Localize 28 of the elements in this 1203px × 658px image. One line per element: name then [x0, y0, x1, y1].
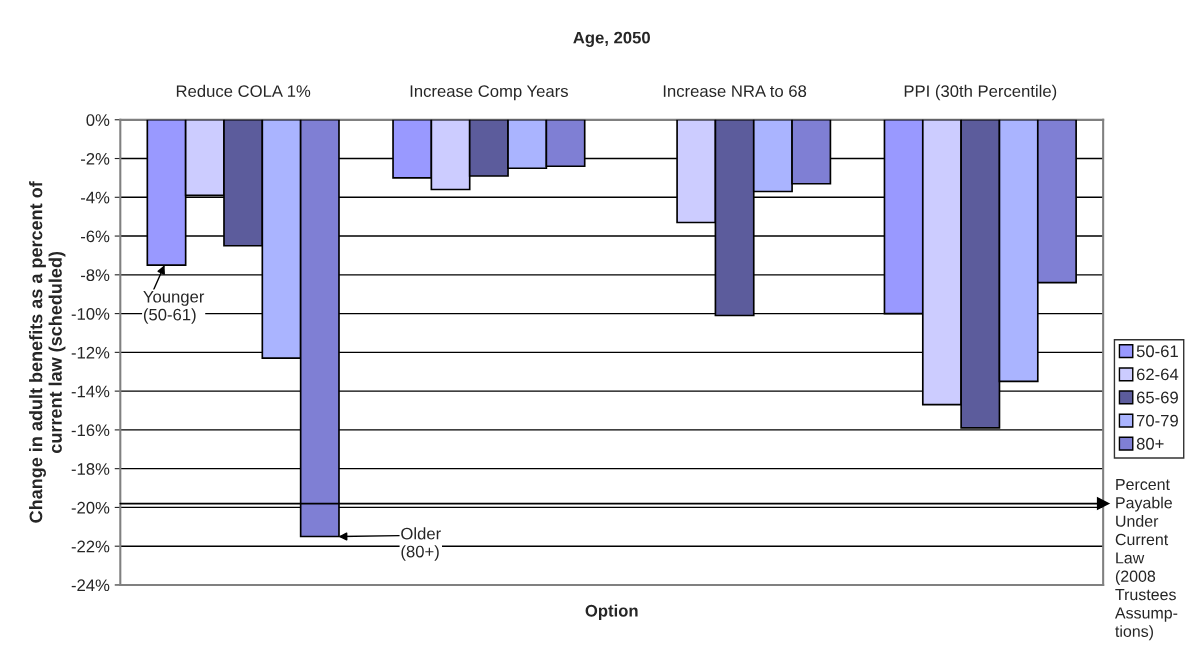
- y-tick-label: -24%: [71, 579, 110, 592]
- annotation: Older (80+): [401, 527, 441, 561]
- legend-label: 50-61: [1136, 345, 1178, 358]
- y-tick-label: -2%: [80, 152, 110, 165]
- legend-label: 70-79: [1136, 414, 1178, 427]
- y-tick-label: -18%: [71, 463, 110, 475]
- y-tick-label: -20%: [71, 501, 110, 514]
- y-tick-label: -4%: [80, 191, 110, 204]
- x-tick-label: Increase NRA to 68: [663, 85, 807, 98]
- legend-label: 80+: [1136, 437, 1164, 450]
- y-tick-label: -10%: [71, 307, 110, 320]
- y-tick-label: -8%: [80, 269, 110, 282]
- legend-label: 65-69: [1136, 391, 1178, 404]
- x-tick-label: Increase Comp Years: [410, 85, 568, 101]
- y-axis-title: Change in adult benefits as a percent of current law (scheduled): [29, 181, 66, 523]
- y-tick-label: -16%: [71, 424, 110, 437]
- text: Percent Payable Under Current Law (2008 Trustees Assump- tions): [1114, 478, 1178, 641]
- y-tick-label: -14%: [71, 385, 110, 398]
- annotation: Younger (50-61): [143, 290, 205, 324]
- chart-title: Age, 2050: [573, 31, 650, 47]
- x-axis-title: Option: [585, 604, 638, 620]
- y-tick-label: -6%: [80, 230, 110, 243]
- legend-label: 62-64: [1136, 368, 1179, 381]
- y-tick-label: 0%: [86, 114, 110, 126]
- y-tick-label: -12%: [71, 346, 110, 359]
- x-tick-label: PPI (30th Percentile): [904, 84, 1057, 101]
- x-tick-label: Reduce COLA 1%: [176, 84, 311, 98]
- y-tick-label: -22%: [71, 540, 110, 553]
